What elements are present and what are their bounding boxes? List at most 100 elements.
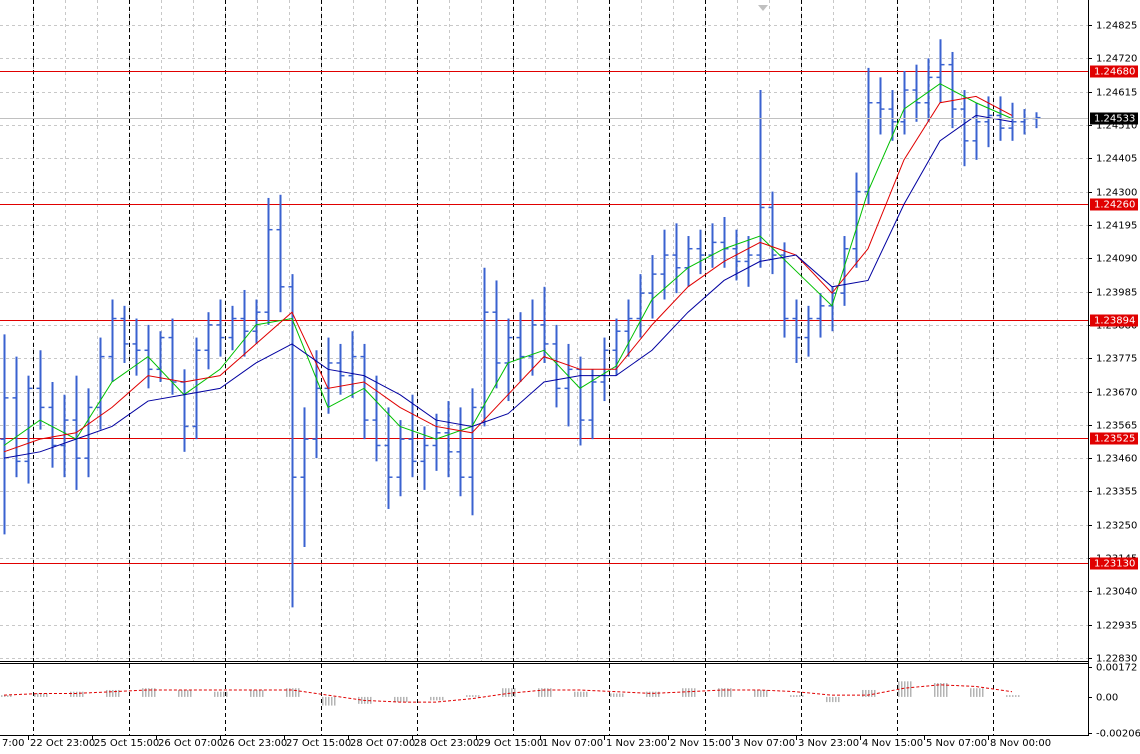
osc-histogram-bar bbox=[478, 695, 480, 697]
osc-histogram-bar bbox=[694, 688, 696, 697]
osc-histogram-bar bbox=[397, 696, 399, 703]
level-label: 1.23130 bbox=[1094, 559, 1135, 570]
moving-average bbox=[3, 114, 1013, 459]
osc-histogram-bar bbox=[148, 688, 150, 697]
osc-histogram-bar bbox=[538, 688, 540, 697]
osc-histogram-bar bbox=[475, 695, 477, 697]
osc-histogram-bar bbox=[763, 689, 765, 697]
osc-histogram-bar bbox=[145, 688, 147, 697]
x-tick-label: 3 Nov 23:00 bbox=[798, 738, 859, 749]
y-tick-label: 1.24405 bbox=[1096, 154, 1137, 165]
y-tick-label: 1.23985 bbox=[1096, 288, 1137, 299]
moving-average bbox=[3, 83, 1013, 446]
osc-histogram-bar bbox=[469, 695, 471, 697]
osc-histogram-bar bbox=[187, 689, 189, 697]
osc-histogram-bar bbox=[361, 696, 363, 704]
osc-histogram-bar bbox=[658, 691, 660, 697]
osc-histogram-bar bbox=[976, 688, 978, 697]
osc-y-tick-label: 0.00172 bbox=[1096, 663, 1137, 674]
osc-histogram-bar bbox=[256, 689, 258, 697]
osc-histogram-bar bbox=[82, 691, 84, 697]
level-label-box bbox=[1090, 557, 1138, 570]
osc-histogram-bar bbox=[76, 691, 78, 697]
osc-histogram-bar bbox=[829, 696, 831, 703]
osc-histogram-bar bbox=[190, 689, 192, 697]
osc-histogram-bar bbox=[766, 689, 768, 697]
osc-histogram-bar bbox=[862, 689, 864, 697]
osc-histogram-bar bbox=[295, 688, 297, 697]
x-tick-label: 26 Oct 23:00 bbox=[222, 738, 287, 749]
osc-histogram-bar bbox=[613, 693, 615, 697]
osc-histogram-bar bbox=[1015, 695, 1017, 697]
osc-histogram-bar bbox=[505, 688, 507, 697]
osc-histogram-bar bbox=[682, 688, 684, 697]
y-tick-label: 1.23460 bbox=[1096, 454, 1137, 465]
osc-histogram-bar bbox=[574, 691, 576, 697]
osc-histogram-bar bbox=[907, 681, 909, 697]
osc-histogram-bar bbox=[718, 688, 720, 697]
osc-histogram-bar bbox=[946, 683, 948, 697]
osc-histogram-bar bbox=[982, 688, 984, 697]
osc-histogram-bar bbox=[466, 695, 468, 697]
level-label-box bbox=[1090, 198, 1138, 211]
osc-histogram-bar bbox=[943, 683, 945, 697]
x-tick-label: 4 Nov 15:00 bbox=[862, 738, 923, 749]
osc-histogram-bar bbox=[580, 691, 582, 697]
osc-histogram-bar bbox=[547, 688, 549, 697]
x-tick-label: 1 Nov 23:00 bbox=[606, 738, 667, 749]
osc-histogram-bar bbox=[322, 696, 324, 706]
level-label-box bbox=[1090, 314, 1138, 327]
osc-histogram-bar bbox=[394, 696, 396, 703]
current-price-box bbox=[1090, 112, 1138, 125]
osc-histogram-bar bbox=[109, 689, 111, 697]
osc-histogram-bar bbox=[472, 695, 474, 697]
layout bbox=[0, 0, 1089, 736]
osc-histogram-bar bbox=[436, 696, 438, 701]
osc-histogram-bar bbox=[934, 683, 936, 697]
osc-histogram-bar bbox=[406, 696, 408, 703]
osc-histogram-bar bbox=[799, 695, 801, 697]
osc-histogram-bar bbox=[910, 681, 912, 697]
osc-histogram-bar bbox=[298, 688, 300, 697]
osc-histogram-bar bbox=[328, 696, 330, 706]
osc-histogram-bar bbox=[904, 681, 906, 697]
osc-histogram-bar bbox=[400, 696, 402, 703]
y-tick-label: 1.24300 bbox=[1096, 188, 1137, 199]
osc-histogram-bar bbox=[37, 693, 39, 697]
osc-histogram-bar bbox=[154, 688, 156, 697]
osc-histogram-bar bbox=[511, 688, 513, 697]
osc-histogram-bar bbox=[1018, 695, 1020, 697]
osc-histogram-bar bbox=[325, 696, 327, 706]
y-tick-label: 1.24825 bbox=[1096, 21, 1137, 32]
osc-histogram-bar bbox=[43, 693, 45, 697]
osc-histogram-bar bbox=[358, 696, 360, 704]
osc-histogram-bar bbox=[970, 688, 972, 697]
osc-signal bbox=[3, 684, 1013, 703]
y-tick-label: 1.24090 bbox=[1096, 254, 1137, 265]
osc-histogram-bar bbox=[940, 683, 942, 697]
y-tick-label: 1.24615 bbox=[1096, 88, 1137, 99]
y-tick-label: 1.22830 bbox=[1096, 654, 1137, 665]
osc-histogram-bar bbox=[112, 689, 114, 697]
osc-histogram-bar bbox=[79, 691, 81, 697]
osc-histogram-bar bbox=[727, 688, 729, 697]
y-tick-label: 1.23250 bbox=[1096, 521, 1137, 532]
osc-histogram-bar bbox=[541, 688, 543, 697]
osc-histogram-bar bbox=[439, 696, 441, 701]
osc-histogram-bar bbox=[214, 691, 216, 697]
x-tick-label: 22 Oct 23:00 bbox=[30, 738, 95, 749]
shift-marker bbox=[758, 5, 768, 11]
moving-average bbox=[3, 95, 1013, 453]
osc-histogram-bar bbox=[1006, 695, 1008, 697]
osc-histogram-bar bbox=[550, 688, 552, 697]
osc-histogram-bar bbox=[262, 689, 264, 697]
osc-histogram-bar bbox=[289, 688, 291, 697]
osc-histogram-bar bbox=[181, 689, 183, 697]
x-tick-label: 3 Nov 07:00 bbox=[734, 738, 795, 749]
level-label: 1.24260 bbox=[1094, 200, 1135, 211]
osc-histogram-bar bbox=[502, 688, 504, 697]
osc-histogram-bar bbox=[286, 688, 288, 697]
osc-histogram-bar bbox=[7, 695, 9, 697]
osc-histogram-bar bbox=[430, 696, 432, 701]
